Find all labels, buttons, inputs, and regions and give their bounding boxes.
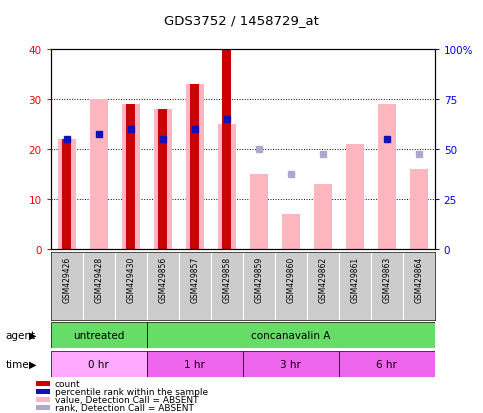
Text: agent: agent [6, 330, 36, 340]
Bar [115, 252, 147, 320]
Bar [211, 252, 242, 320]
Text: GSM429858: GSM429858 [222, 256, 231, 302]
Bar [378, 104, 396, 250]
Bar [62, 140, 71, 250]
Text: value, Detection Call = ABSENT: value, Detection Call = ABSENT [55, 395, 198, 404]
Bar [339, 351, 435, 377]
Bar [154, 110, 171, 250]
Text: GSM429860: GSM429860 [286, 256, 295, 302]
Text: GSM429861: GSM429861 [350, 256, 359, 302]
Text: GSM429430: GSM429430 [126, 256, 135, 302]
Bar [36, 405, 50, 410]
Text: ▶: ▶ [29, 330, 37, 340]
Bar [243, 252, 275, 320]
Bar [147, 351, 243, 377]
Bar [222, 50, 231, 250]
Bar [51, 252, 83, 320]
Bar [307, 252, 339, 320]
Bar [36, 397, 50, 402]
Text: GSM429857: GSM429857 [190, 256, 199, 302]
Text: GDS3752 / 1458729_at: GDS3752 / 1458729_at [164, 14, 319, 27]
Bar [58, 140, 75, 250]
Text: rank, Detection Call = ABSENT: rank, Detection Call = ABSENT [55, 403, 194, 412]
Bar [243, 351, 339, 377]
Text: GSM429864: GSM429864 [414, 256, 423, 302]
Bar [147, 252, 179, 320]
Bar [282, 215, 299, 250]
Text: percentile rank within the sample: percentile rank within the sample [55, 387, 208, 396]
Text: time: time [6, 359, 29, 369]
Bar [51, 322, 147, 348]
Text: GSM429859: GSM429859 [254, 256, 263, 302]
Bar [250, 175, 268, 250]
Bar [147, 322, 435, 348]
Bar [314, 185, 331, 250]
Text: 3 hr: 3 hr [280, 359, 301, 369]
Text: GSM429863: GSM429863 [382, 256, 391, 302]
Bar [126, 104, 135, 250]
Text: 1 hr: 1 hr [185, 359, 205, 369]
Text: 0 hr: 0 hr [88, 359, 109, 369]
Bar [122, 104, 140, 250]
Bar [410, 170, 427, 250]
Bar [36, 389, 50, 394]
Text: GSM429862: GSM429862 [318, 256, 327, 302]
Bar [158, 110, 167, 250]
Text: GSM429426: GSM429426 [62, 256, 71, 302]
Bar [36, 381, 50, 386]
Bar [51, 351, 147, 377]
Bar [218, 125, 236, 250]
Bar [83, 252, 115, 320]
Text: count: count [55, 379, 80, 388]
Text: concanavalin A: concanavalin A [251, 330, 330, 340]
Bar [371, 252, 403, 320]
Bar [346, 145, 364, 250]
Bar [403, 252, 435, 320]
Bar [186, 85, 203, 250]
Bar [90, 100, 108, 250]
Bar [190, 85, 199, 250]
Text: untreated: untreated [73, 330, 125, 340]
Text: 6 hr: 6 hr [376, 359, 397, 369]
Text: GSM429856: GSM429856 [158, 256, 167, 302]
Bar [339, 252, 371, 320]
Text: GSM429428: GSM429428 [94, 256, 103, 302]
Bar [275, 252, 307, 320]
Bar [179, 252, 211, 320]
Text: ▶: ▶ [29, 359, 37, 369]
